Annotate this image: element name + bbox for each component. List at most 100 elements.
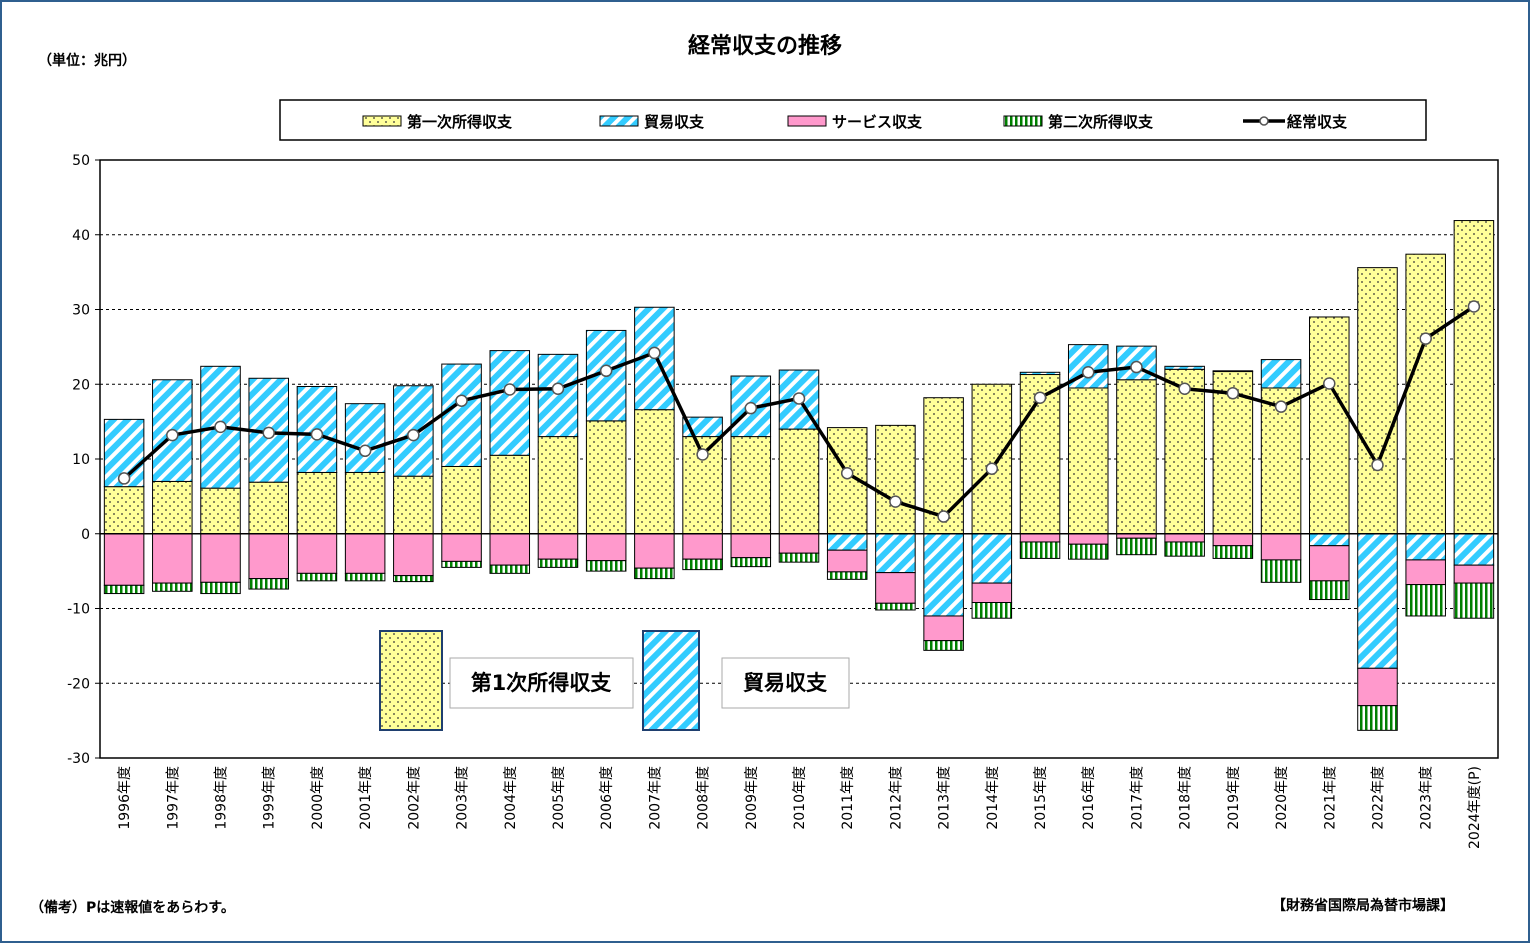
bar-service [537, 533, 579, 560]
current-account-point [648, 346, 661, 360]
bar-service [634, 533, 675, 569]
x-tick-label: 2004年度 [503, 766, 519, 830]
callout-label-trade: 貿易収支 [743, 671, 828, 695]
bar-service [1067, 533, 1109, 545]
bar-primary [152, 480, 193, 535]
current-account-point [117, 472, 131, 485]
bar-primary [537, 436, 579, 535]
y-tick-label: 30 [72, 303, 90, 319]
bar-service [585, 533, 627, 562]
current-account-point [744, 401, 758, 415]
unit-label: （単位：兆円） [38, 53, 136, 69]
legend-swatch-secondary [1003, 115, 1043, 127]
current-account-point [1274, 400, 1288, 413]
bar-trade [826, 533, 868, 551]
bar-primary [441, 465, 482, 535]
y-tick-label: 0 [81, 527, 90, 543]
bar-service [1019, 533, 1061, 543]
bar-secondary [1067, 543, 1109, 560]
bar-service [393, 533, 434, 577]
bar-secondary [441, 560, 482, 568]
bar-secondary [1019, 541, 1061, 559]
bar-service [923, 615, 964, 642]
bar-service [1260, 533, 1302, 561]
bar-trade [1453, 533, 1495, 566]
bar-service [1164, 533, 1205, 543]
current-account-point [1419, 332, 1432, 345]
footnote: （備考）Pは速報値をあらわす。 [30, 900, 235, 916]
legend-label-service: サービス収支 [832, 113, 923, 131]
bar-service [682, 533, 723, 560]
bar-secondary [923, 640, 964, 651]
bar-secondary [1405, 584, 1446, 617]
bar-secondary [1260, 559, 1302, 583]
current-account-point [214, 420, 227, 434]
callout-swatch-trade [642, 630, 700, 731]
bar-service [826, 549, 868, 573]
x-tick-label: 2007年度 [647, 766, 663, 830]
y-tick-label: -10 [67, 602, 90, 618]
chart-title: 経常収支の推移 [687, 34, 842, 59]
x-tick-label: 2009年度 [744, 766, 760, 830]
current-account-point [937, 510, 950, 523]
current-account-point [310, 428, 324, 441]
x-tick-label: 2020年度 [1274, 766, 1290, 830]
bar-secondary [1116, 537, 1157, 556]
bar-secondary [152, 582, 193, 592]
current-account-point [455, 394, 468, 407]
bar-service [1453, 564, 1495, 584]
bar-service [1212, 533, 1254, 547]
x-tick-label: 2001年度 [358, 766, 374, 830]
x-tick-label: 2000年度 [310, 766, 326, 830]
bar-trade [875, 533, 916, 574]
x-tick-label: 2024年度(P) [1467, 766, 1483, 849]
bar-primary [344, 471, 386, 535]
x-tick-label: 1998年度 [214, 766, 230, 830]
y-tick-label: -30 [67, 751, 90, 767]
x-tick-label: 2011年度 [840, 766, 856, 830]
legend-swatch-service [787, 115, 827, 127]
bar-primary [103, 486, 145, 535]
legend-label-current: 経常収支 [1287, 113, 1348, 131]
bar-service [1309, 545, 1350, 582]
bar-secondary [200, 581, 241, 595]
bar-trade [489, 350, 531, 456]
bar-primary [1309, 316, 1350, 535]
x-tick-label: 1997年度 [165, 766, 181, 830]
bar-service [875, 572, 916, 604]
bar-primary [393, 475, 434, 535]
current-account-point [840, 466, 854, 480]
x-tick-label: 2023年度 [1419, 766, 1435, 830]
bar-service [489, 533, 531, 566]
x-tick-label: 2002年度 [406, 766, 422, 830]
current-account-line [117, 300, 1481, 523]
callout-box-primary [449, 657, 634, 709]
current-account-point [1033, 391, 1047, 404]
bar-primary [634, 409, 675, 535]
y-tick-label: -20 [67, 676, 90, 692]
current-account-point [1467, 300, 1481, 313]
bar-secondary [634, 567, 675, 580]
bar-secondary [826, 571, 868, 580]
bar-trade [1260, 359, 1302, 389]
bar-secondary [103, 584, 145, 595]
legend-box [279, 99, 1427, 141]
bar-trade [537, 353, 579, 438]
bar-primary [1453, 220, 1495, 535]
x-tick-label: 2010年度 [792, 766, 808, 830]
current-account-point [551, 382, 565, 395]
bar-primary [875, 424, 916, 535]
y-axis-ticks: -30 -20 -10 0 10 20 30 40 50 [67, 153, 100, 767]
bar-service [344, 533, 386, 574]
current-account-point [696, 448, 709, 461]
bar-trade [1357, 533, 1398, 669]
current-account-point [1226, 386, 1240, 400]
x-tick-label: 2012年度 [888, 766, 904, 830]
y-tick-label: 50 [72, 153, 90, 169]
x-tick-label: 2017年度 [1129, 766, 1145, 830]
bar-primary [200, 487, 241, 535]
bar-service [1357, 667, 1398, 707]
x-axis-ticks: 1996年度 1997年度 1998年度 1999年度 2000年度 2001年度 2002… [117, 766, 1483, 849]
y-tick-label: 40 [72, 228, 90, 244]
